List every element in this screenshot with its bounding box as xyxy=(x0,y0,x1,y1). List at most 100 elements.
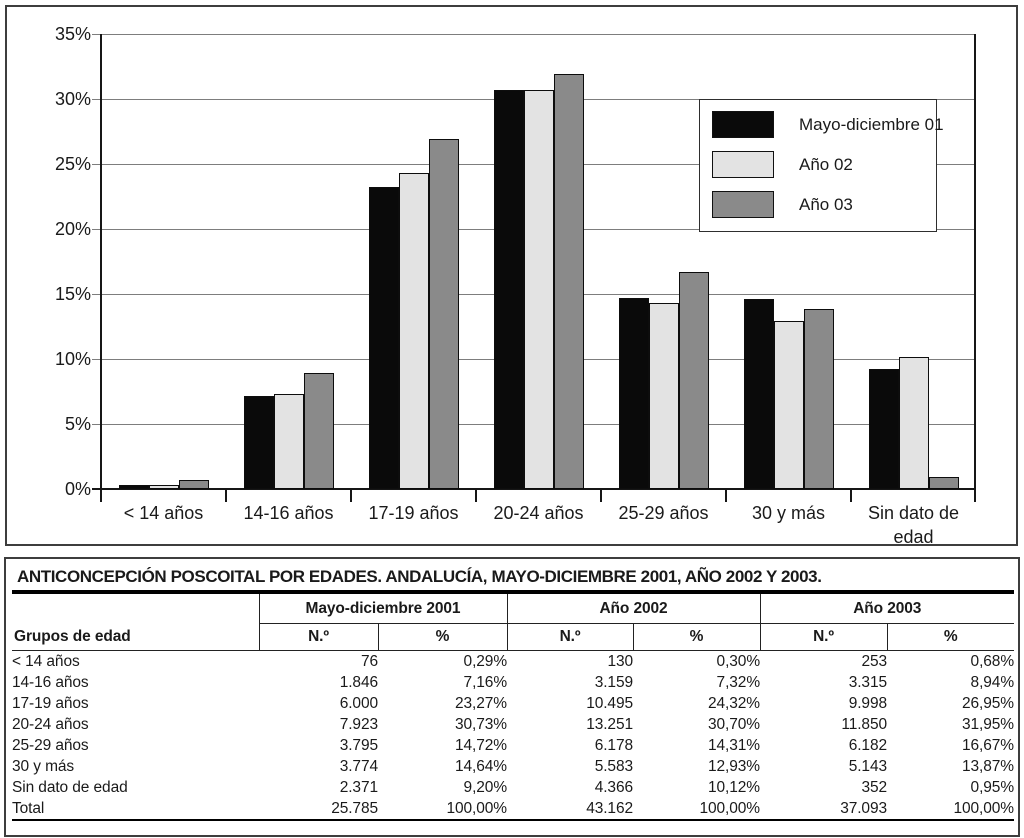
legend-label: Año 02 xyxy=(799,154,853,174)
bar-a-o-02 xyxy=(523,89,554,489)
y-axis-line xyxy=(100,34,102,502)
table-row: 14-16 años 1.846 7,16% 3.159 7,32% 3.315 8,94% xyxy=(12,672,1014,693)
gridline xyxy=(92,33,976,35)
percent-cell: 0,95% xyxy=(970,779,1015,796)
y-axis-tick-label: 30% xyxy=(54,89,91,109)
bar-mayo-diciembre-01 xyxy=(618,297,649,489)
count-cell: 253 xyxy=(861,653,887,670)
table-header-row-groups: Mayo-diciembre 2001 Año 2002 Año 2003 xyxy=(12,590,1014,624)
legend-swatch xyxy=(712,111,774,138)
subheader-cell: % xyxy=(632,623,760,651)
x-axis-category-label: 30 y más xyxy=(751,503,826,523)
subheader-cell: N.º xyxy=(759,623,887,651)
count-cell: 5.143 xyxy=(848,758,887,775)
legend-label: Año 03 xyxy=(799,194,853,214)
row-header-label-cell: Grupos de edad xyxy=(12,623,259,651)
bar-mayo-diciembre-01 xyxy=(743,298,774,489)
chart-panel: Mayo-diciembre 01 Año 02 Año 03 0% 5% 10% 15%… xyxy=(5,5,1018,547)
table-row: Sin dato de edad 2.371 9,20% 4.366 10,12% 352… xyxy=(12,777,1014,798)
group-header-cell: Año 2003 xyxy=(759,590,1014,624)
data-table: Mayo-diciembre 2001 Año 2002 Año 2003 Grupo… xyxy=(12,590,1014,821)
percent-cell: 0,68% xyxy=(970,653,1015,670)
percent-cell: 23,27% xyxy=(455,695,507,712)
percent-cell: 8,94% xyxy=(970,674,1015,691)
percent-cell: 24,32% xyxy=(708,695,760,712)
bar-a-o-03 xyxy=(803,308,834,489)
count-cell: 9.998 xyxy=(848,695,887,712)
percent-cell: 100,00% xyxy=(887,798,1014,821)
subheader-cell: % xyxy=(886,623,1014,651)
count-cell: 3.795 xyxy=(339,737,378,754)
count-cell: 1.846 xyxy=(339,674,378,691)
percent-cell: 16,67% xyxy=(962,737,1014,754)
table-row: 30 y más 3.774 14,64% 5.583 12,93% 5.143 13,87… xyxy=(12,756,1014,777)
plot-right-border-line xyxy=(974,34,976,502)
bar-a-o-03 xyxy=(303,372,334,489)
y-axis-tick-label: 25% xyxy=(54,154,91,174)
row-label-cell: 30 y más xyxy=(12,758,75,775)
count-cell: 13.251 xyxy=(586,716,633,733)
bar-a-o-02 xyxy=(898,357,929,489)
plot-area xyxy=(92,33,976,502)
percent-cell: 30,73% xyxy=(455,716,507,733)
legend-swatch xyxy=(712,151,774,178)
row-label-cell: < 14 años xyxy=(12,653,80,670)
group-header-cell: Mayo-diciembre 2001 xyxy=(258,590,507,624)
legend-label: Mayo-diciembre 01 xyxy=(799,114,944,134)
gridline xyxy=(92,488,976,490)
x-axis-tick xyxy=(225,489,227,502)
chart-legend: Mayo-diciembre 01 Año 02 Año 03 xyxy=(699,99,944,232)
percent-cell: 0,29% xyxy=(463,653,508,670)
percent-cell: 9,20% xyxy=(463,779,508,796)
table-panel: ANTICONCEPCIÓN POSCOITAL POR EDADES. AND… xyxy=(4,557,1020,837)
bar-mayo-diciembre-01 xyxy=(493,89,524,489)
bar-mayo-diciembre-01 xyxy=(868,369,899,489)
x-axis-tick xyxy=(350,489,352,502)
y-axis-tick-label: 15% xyxy=(54,284,91,304)
count-cell: 352 xyxy=(861,779,887,796)
percent-cell: 13,87% xyxy=(962,758,1014,775)
x-axis-category-label: < 14 años xyxy=(123,503,204,523)
percent-cell: 7,32% xyxy=(716,674,761,691)
row-label-cell: 17-19 años xyxy=(12,695,89,712)
table-corner-cell xyxy=(12,590,259,624)
bar-a-o-03 xyxy=(928,476,959,489)
count-cell: 5.583 xyxy=(594,758,633,775)
legend-entry: Año 02 xyxy=(712,151,936,178)
count-cell: 3.315 xyxy=(848,674,887,691)
percent-cell: 30,70% xyxy=(708,716,760,733)
x-axis-tick xyxy=(850,489,852,502)
table-row: Total 25.785 100,00% 43.162 100,00% 37.093 100… xyxy=(12,798,1014,821)
x-axis-tick xyxy=(600,489,602,502)
bar-mayo-diciembre-01 xyxy=(243,395,274,489)
percent-cell: 0,30% xyxy=(716,653,761,670)
bar-a-o-02 xyxy=(398,172,429,489)
percent-cell: 12,93% xyxy=(708,758,760,775)
x-axis-category-label: 20-24 años xyxy=(493,503,584,523)
percent-cell: 10,12% xyxy=(708,779,760,796)
percent-cell: 14,31% xyxy=(708,737,760,754)
count-cell: 6.178 xyxy=(594,737,633,754)
table-header-row-sub: Grupos de edad N.º% N.º% N.º% xyxy=(12,623,1014,651)
count-cell: 37.093 xyxy=(760,798,887,821)
subheader-cell: N.º xyxy=(506,623,633,651)
count-cell: 76 xyxy=(360,653,378,670)
bar-a-o-02 xyxy=(773,320,804,489)
percent-cell: 31,95% xyxy=(962,716,1014,733)
bar-a-o-03 xyxy=(678,272,709,489)
row-label-cell: Sin dato de edad xyxy=(12,779,128,796)
row-label-cell: Total xyxy=(12,798,259,821)
count-cell: 43.162 xyxy=(507,798,633,821)
y-axis-tick-label: 35% xyxy=(54,24,91,44)
x-axis-category-label: Sin dato de edad xyxy=(867,503,960,547)
y-axis-tick-label: 10% xyxy=(54,349,91,369)
subheader-cell: N.º xyxy=(258,623,378,651)
x-axis-category-label: 17-19 años xyxy=(368,503,459,523)
bar-a-o-03 xyxy=(178,480,209,489)
percent-cell: 7,16% xyxy=(463,674,508,691)
y-axis-tick-label: 0% xyxy=(64,479,91,499)
legend-swatch xyxy=(712,191,774,218)
bar-mayo-diciembre-01 xyxy=(368,186,399,489)
bar-mayo-diciembre-01 xyxy=(118,485,149,489)
x-axis-tick xyxy=(475,489,477,502)
